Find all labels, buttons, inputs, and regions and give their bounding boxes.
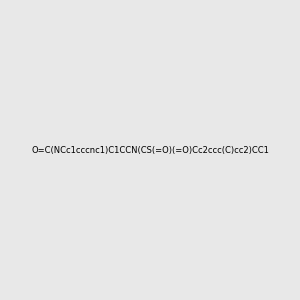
Text: O=C(NCc1cccnc1)C1CCN(CS(=O)(=O)Cc2ccc(C)cc2)CC1: O=C(NCc1cccnc1)C1CCN(CS(=O)(=O)Cc2ccc(C)… — [31, 146, 269, 154]
